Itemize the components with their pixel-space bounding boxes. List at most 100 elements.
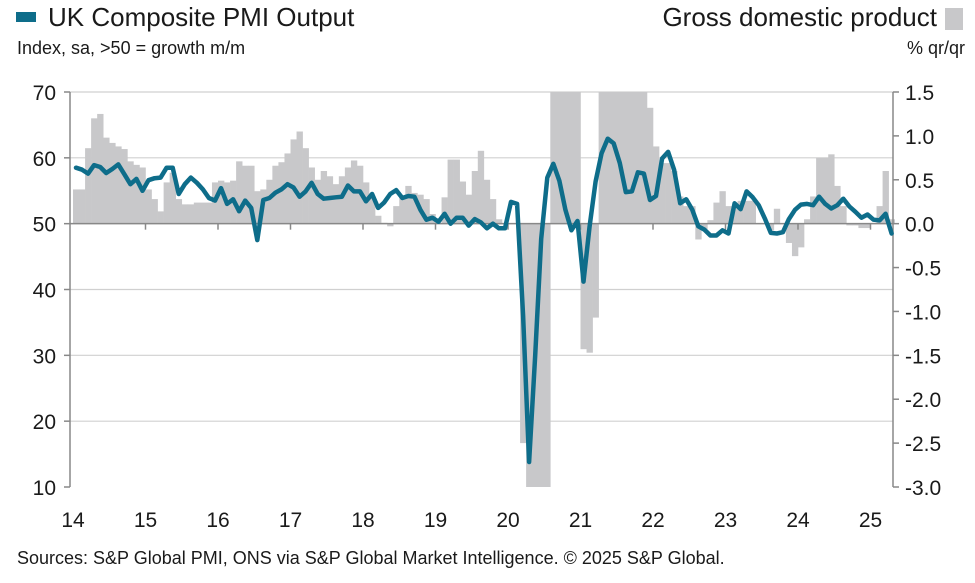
gdp-bar xyxy=(375,215,382,224)
gdp-bar xyxy=(580,223,587,350)
x-tick-label: 14 xyxy=(61,509,85,532)
gdp-bar xyxy=(302,148,309,224)
gdp-bar xyxy=(646,107,654,224)
x-tick-label: 25 xyxy=(859,509,882,532)
gdp-bar xyxy=(622,92,630,224)
gdp-bar xyxy=(181,204,189,224)
x-tick-label: 22 xyxy=(641,509,664,532)
gdp-bar xyxy=(91,118,98,224)
gdp-bar xyxy=(586,223,593,353)
gdp-bar xyxy=(562,92,569,224)
gdp-bar xyxy=(151,199,158,224)
gdp-bar xyxy=(133,164,140,224)
x-tick-label: 20 xyxy=(496,509,519,532)
gdp-bar xyxy=(665,163,672,224)
x-tick-label: 24 xyxy=(786,509,810,532)
gdp-bar xyxy=(471,171,479,224)
gdp-bar xyxy=(175,199,183,224)
gdp-bar xyxy=(882,171,889,224)
right-tick-label: 1.0 xyxy=(905,126,934,149)
gdp-bar xyxy=(876,206,883,224)
gdp-bar xyxy=(604,92,612,224)
gdp-bar xyxy=(465,194,473,224)
gdp-bar xyxy=(773,208,781,224)
gdp-bar xyxy=(864,223,871,229)
gdp-bar xyxy=(284,153,291,224)
gdp-bar xyxy=(550,92,557,224)
gdp-bar xyxy=(701,223,708,229)
gdp-bar xyxy=(115,146,122,224)
gdp-bar xyxy=(526,223,533,487)
left-tick-label: 70 xyxy=(33,82,56,105)
gdp-bar xyxy=(145,189,152,224)
gdp-bar xyxy=(121,149,128,224)
gdp-bar xyxy=(296,131,303,224)
gdp-bar xyxy=(254,191,261,224)
x-tick-label: 16 xyxy=(206,509,229,532)
gdp-bar xyxy=(791,223,799,257)
right-tick-label: 0.5 xyxy=(905,170,934,193)
gdp-bar xyxy=(411,192,418,224)
gdp-bar xyxy=(659,163,666,224)
gdp-bar xyxy=(568,92,575,224)
gdp-bar xyxy=(707,220,714,224)
gdp-bar xyxy=(242,165,249,224)
gdp-bar xyxy=(743,200,750,224)
gdp-bar xyxy=(634,92,642,224)
left-tick-label: 30 xyxy=(33,345,56,368)
gdp-bar xyxy=(405,185,412,224)
gdp-bar xyxy=(725,206,732,224)
gdp-bar xyxy=(713,202,720,224)
gdp-bar xyxy=(73,189,80,224)
gdp-bar xyxy=(683,206,690,224)
gdp-bar xyxy=(610,92,618,224)
gdp-bar xyxy=(453,159,460,224)
gdp-bar xyxy=(278,162,285,224)
gdp-bar xyxy=(109,142,116,224)
gdp-bar xyxy=(248,165,255,224)
pmi-line xyxy=(73,136,894,465)
gdp-bar xyxy=(308,167,315,224)
gdp-bar xyxy=(266,179,273,224)
gdp-bar xyxy=(749,200,757,224)
gdp-bar xyxy=(489,199,497,224)
gdp-bar xyxy=(671,171,678,224)
gdp-bar xyxy=(314,179,322,224)
left-tick-label: 50 xyxy=(33,214,56,237)
left-tick-label: 20 xyxy=(33,411,56,434)
right-tick-label: -2.5 xyxy=(905,433,941,456)
gdp-bar xyxy=(205,202,213,224)
gdp-bar xyxy=(139,167,146,224)
right-tick-label: -0.5 xyxy=(905,258,941,281)
gdp-bar xyxy=(163,182,170,224)
tick-labels: 10 20 30 40 50 60 70 1.5 1.0 0.5 0.0 -0.5 -1.0 -1.5 -2… xyxy=(33,82,942,532)
x-tick-label: 21 xyxy=(569,509,592,532)
gdp-bar xyxy=(858,223,865,229)
gdp-bar xyxy=(290,139,297,224)
gdp-bar xyxy=(810,196,817,224)
legend-pmi-swatch xyxy=(16,12,36,22)
gdp-bar xyxy=(187,204,195,224)
gdp-bar xyxy=(103,137,110,224)
gdp-bar xyxy=(344,167,352,224)
gdp-bar xyxy=(719,191,726,224)
gdp-bar xyxy=(767,223,775,231)
gdp-bar xyxy=(737,200,744,224)
gdp-bar xyxy=(169,172,177,224)
gdp-bar xyxy=(85,148,92,224)
left-axis-unit: Index, sa, >50 = growth m/m xyxy=(17,38,246,58)
x-tick-label: 19 xyxy=(424,509,447,532)
right-tick-label: -2.0 xyxy=(905,389,941,412)
right-tick-label: 1.5 xyxy=(905,82,934,105)
gdp-bar xyxy=(828,154,835,224)
x-tick-label: 17 xyxy=(279,509,302,532)
gdp-bar xyxy=(695,223,702,240)
legend-gdp-swatch xyxy=(945,8,963,30)
gdp-bar xyxy=(127,161,134,224)
gdp-bar xyxy=(387,223,394,227)
gdp-bar xyxy=(731,206,738,224)
gdp-bar xyxy=(574,92,581,224)
gdp-bar xyxy=(79,189,86,224)
left-tick-label: 40 xyxy=(33,280,56,303)
left-tick-label: 10 xyxy=(33,477,56,500)
